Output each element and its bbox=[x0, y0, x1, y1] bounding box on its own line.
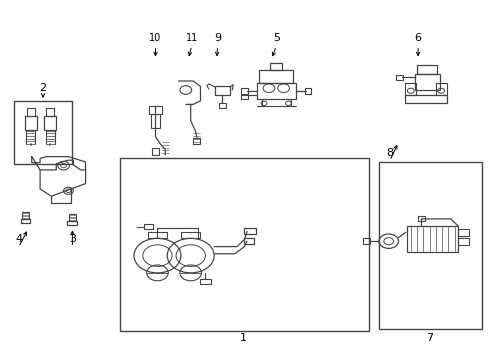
Bar bbox=[256, 83, 295, 99]
Bar bbox=[395, 75, 402, 80]
Text: 8: 8 bbox=[386, 148, 392, 158]
Text: 11: 11 bbox=[185, 33, 198, 43]
Text: 6: 6 bbox=[414, 33, 421, 43]
Bar bbox=[404, 95, 446, 103]
Bar bbox=[200, 279, 211, 284]
Bar bbox=[417, 216, 425, 221]
Bar bbox=[44, 116, 56, 130]
Text: 9: 9 bbox=[214, 33, 221, 43]
Bar bbox=[147, 232, 167, 238]
Bar bbox=[243, 238, 254, 244]
Bar bbox=[363, 238, 369, 244]
Bar bbox=[14, 101, 72, 164]
Bar bbox=[378, 162, 481, 329]
Text: 3: 3 bbox=[69, 234, 76, 244]
Bar bbox=[193, 138, 200, 144]
Bar bbox=[414, 74, 439, 90]
Bar bbox=[149, 106, 162, 114]
Bar bbox=[406, 226, 457, 252]
Bar bbox=[152, 148, 159, 155]
Text: 7: 7 bbox=[425, 333, 432, 343]
Bar bbox=[259, 70, 293, 83]
Bar bbox=[144, 224, 153, 229]
Bar bbox=[218, 103, 226, 108]
Text: 1: 1 bbox=[239, 333, 246, 343]
Bar bbox=[457, 229, 468, 236]
Text: 4: 4 bbox=[15, 234, 22, 244]
Bar bbox=[457, 238, 468, 245]
Bar bbox=[215, 86, 229, 95]
Bar bbox=[416, 65, 436, 74]
Bar bbox=[304, 88, 311, 94]
Bar bbox=[241, 88, 247, 94]
Bar bbox=[181, 232, 200, 238]
Text: 5: 5 bbox=[272, 33, 279, 43]
Bar bbox=[120, 158, 368, 331]
Bar bbox=[69, 214, 76, 221]
Bar bbox=[244, 228, 256, 234]
Bar bbox=[435, 83, 446, 95]
Bar bbox=[46, 108, 54, 116]
Text: 2: 2 bbox=[40, 83, 46, 93]
Bar bbox=[404, 83, 415, 95]
Bar bbox=[241, 95, 247, 99]
Bar bbox=[270, 63, 282, 70]
Bar bbox=[20, 219, 30, 223]
Bar bbox=[25, 116, 37, 130]
Bar bbox=[27, 108, 35, 116]
Bar bbox=[150, 114, 160, 128]
Bar bbox=[67, 221, 77, 225]
Text: 10: 10 bbox=[149, 33, 162, 43]
Bar bbox=[22, 212, 29, 219]
